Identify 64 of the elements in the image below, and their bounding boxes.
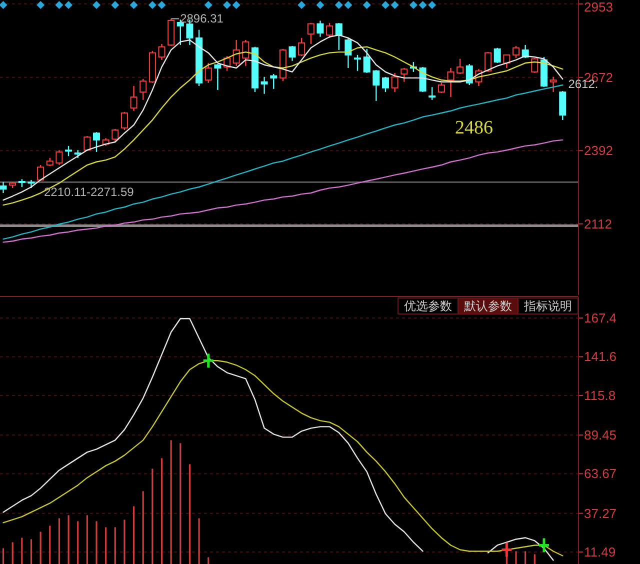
- candlestick: [307, 22, 314, 45]
- y-tick-label: 37.27: [584, 506, 617, 521]
- candlestick: [391, 72, 398, 93]
- candlestick: [0, 181, 7, 194]
- candlestick: [335, 22, 342, 51]
- candlestick: [242, 39, 250, 67]
- candlestick: [503, 54, 510, 69]
- candlestick: [372, 69, 380, 102]
- candlestick: [288, 45, 296, 62]
- y-tick-label: 2112: [584, 216, 612, 232]
- candlestick: [260, 76, 268, 94]
- candlestick: [428, 86, 436, 100]
- annotation: 默认参数: [463, 299, 512, 313]
- candlestick: [140, 78, 147, 100]
- candlestick: [344, 37, 352, 69]
- candlestick: [512, 45, 520, 59]
- annotation: 指标说明: [523, 299, 572, 313]
- candlestick: [559, 90, 566, 121]
- y-tick-label: 11.49: [584, 544, 616, 560]
- candlestick: [363, 48, 370, 74]
- candlestick: [232, 39, 240, 67]
- candlestick: [400, 67, 408, 82]
- point: [538, 536, 550, 554]
- candlestick: [158, 43, 166, 60]
- y-tick-label: 2392: [584, 143, 613, 158]
- candlestick: [270, 73, 278, 90]
- candlestick: [214, 63, 222, 91]
- candlestick: [438, 82, 445, 94]
- y-tick-label: 115.8: [584, 388, 616, 403]
- y-tick-label: 2953: [584, 0, 613, 14]
- candlestick: [382, 76, 389, 93]
- candlestick: [419, 66, 426, 93]
- line-series: [2, 139, 564, 243]
- candlestick: [56, 150, 63, 166]
- candlestick: [484, 51, 492, 73]
- annotation: 2486: [455, 118, 493, 138]
- candlestick: [112, 128, 119, 143]
- candlestick: [494, 47, 501, 64]
- candlestick: [316, 20, 324, 38]
- candlestick: [65, 145, 72, 157]
- candlestick: [447, 67, 454, 98]
- point: [500, 541, 513, 558]
- line-series: [2, 84, 564, 240]
- annotation: 2210.11-2271.59: [44, 185, 134, 200]
- candlestick: [298, 37, 306, 57]
- line-series: [2, 360, 564, 556]
- y-tick-label: 89.45: [584, 428, 617, 443]
- candlestick: [84, 135, 91, 152]
- candlestick: [37, 164, 44, 182]
- candlestick: [120, 111, 128, 131]
- candlestick: [326, 22, 334, 39]
- candlestick: [466, 63, 473, 86]
- candlestick: [204, 62, 212, 84]
- candlestick: [354, 54, 362, 72]
- y-tick-label: 63.67: [584, 466, 617, 482]
- annotation: 2896.31: [180, 12, 224, 26]
- candlestick: [456, 58, 464, 75]
- annotation: 优选参数: [404, 299, 452, 313]
- candlestick: [550, 76, 557, 93]
- point: [202, 352, 215, 369]
- candlestick: [92, 131, 100, 153]
- candlestick: [130, 85, 138, 112]
- y-tick-label: 141.6: [584, 349, 617, 364]
- y-tick-label: 167.4: [584, 310, 617, 326]
